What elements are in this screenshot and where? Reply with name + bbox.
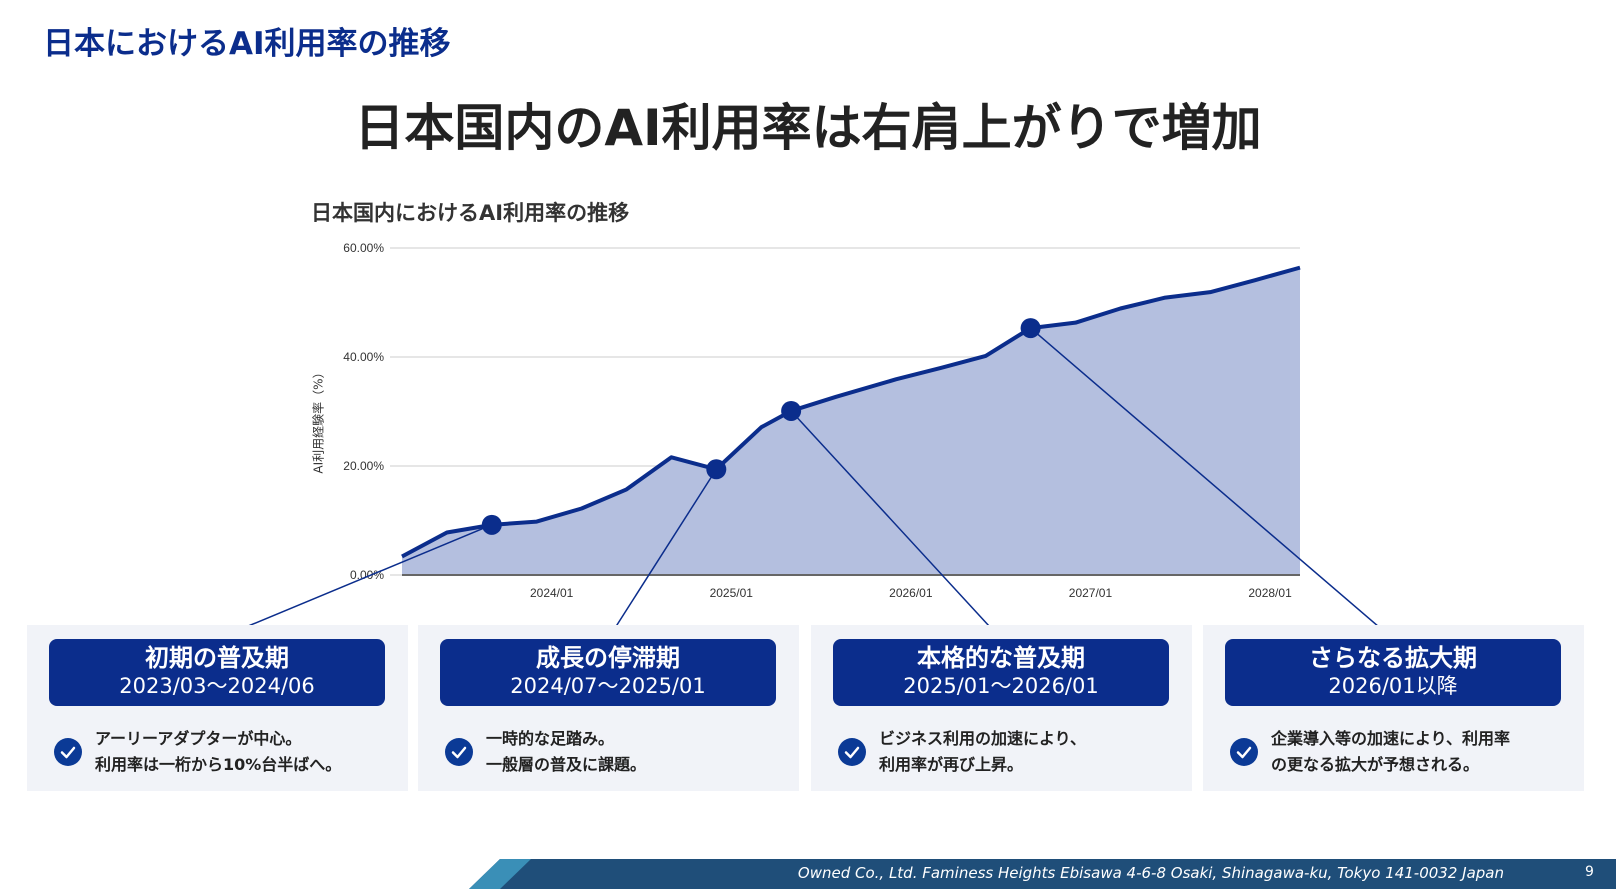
callout-line [607,468,717,640]
check-icon [445,738,473,766]
x-tick-label: 2025/01 [710,586,754,600]
callout-line [1030,327,1394,640]
y-axis-label: AI利用経験率（%） [311,366,326,474]
phase-card: 成長の停滞期 2024/07〜2025/01 一時的な足踏み。 一般層の普及に課… [418,625,799,791]
check-icon [838,738,866,766]
description-line: 一時的な足踏み。 [486,729,615,748]
highlight-marker [781,400,802,421]
description-line: ビジネス利用の加速により、 [879,729,1087,748]
highlight-marker [481,514,502,535]
phase-description: アーリーアダプターが中心。 利用率は一桁から10%台半ばへ。 [95,726,341,778]
x-tick-label: 2028/01 [1248,586,1292,600]
phase-description: 一時的な足踏み。 一般層の普及に課題。 [486,726,646,778]
phase-title: 成長の停滞期 [536,644,680,672]
phase-card: 本格的な普及期 2025/01〜2026/01 ビジネス利用の加速により、 利用… [811,625,1192,791]
phase-header: 初期の普及期 2023/03〜2024/06 [49,639,385,706]
phase-period: 2024/07〜2025/01 [510,674,706,698]
y-tick-label: 20.00% [343,459,384,473]
footer-bar [469,859,1616,889]
x-tick-label: 2027/01 [1069,586,1113,600]
phase-description: 企業導入等の加速により、利用率 の更なる拡大が予想される。 [1271,726,1510,778]
description-line: 一般層の普及に課題。 [486,755,647,774]
area-fill [402,267,1300,575]
page-title: 日本におけるAI利用率の推移 [43,26,451,62]
phase-card: 初期の普及期 2023/03〜2024/06 アーリーアダプターが中心。 利用率… [27,625,408,791]
phase-title: 本格的な普及期 [917,644,1085,672]
description-line: 利用率が再び上昇。 [879,755,1024,774]
y-tick-label: 40.00% [343,350,384,364]
phase-header: 成長の停滞期 2024/07〜2025/01 [440,639,776,706]
y-tick-label: 60.00% [343,241,384,255]
footer-accent [469,859,531,889]
phase-period: 2025/01〜2026/01 [903,674,1099,698]
phase-header: 本格的な普及期 2025/01〜2026/01 [833,639,1169,706]
x-tick-label: 2024/01 [530,586,574,600]
footer-band [469,859,1616,889]
phase-description: ビジネス利用の加速により、 利用率が再び上昇。 [879,726,1086,778]
footer-address: Owned Co., Ltd. Faminess Heights Ebisawa… [797,864,1504,882]
check-icon [1230,738,1258,766]
chart-title: 日本国内におけるAI利用率の推移 [311,201,630,225]
callout-line [216,524,493,640]
phase-period: 2026/01以降 [1328,674,1458,698]
phase-title: 初期の普及期 [145,644,289,672]
phase-title: さらなる拡大期 [1309,644,1477,672]
highlight-marker [1020,318,1041,339]
phase-period: 2023/03〜2024/06 [119,674,315,698]
phase-card: さらなる拡大期 2026/01以降 企業導入等の加速により、利用率 の更なる拡大… [1203,625,1584,791]
x-tick-label: 2026/01 [889,586,933,600]
highlight-marker [706,459,727,480]
description-line: の更なる拡大が予想される。 [1271,755,1480,774]
y-tick-label: 0.00% [350,568,384,582]
phase-header: さらなる拡大期 2026/01以降 [1225,639,1561,706]
page-number: 9 [1585,864,1594,880]
description-line: 利用率は一桁から10%台半ばへ。 [95,755,342,774]
series-line [401,265,1301,559]
headline: 日本国内のAI利用率は右肩上がりで増加 [354,99,1262,157]
description-line: アーリーアダプターが中心。 [95,729,302,748]
callout-line [790,410,1002,640]
description-line: 企業導入等の加速により、利用率 [1271,729,1511,748]
check-icon [54,738,82,766]
